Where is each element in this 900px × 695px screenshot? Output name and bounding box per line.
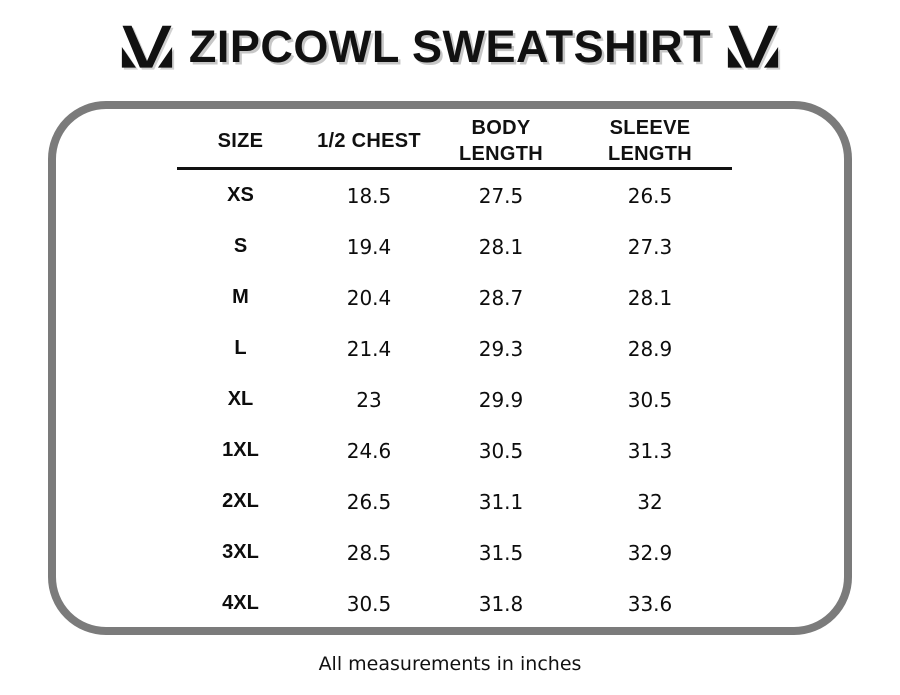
header-line: LENGTH <box>607 143 693 166</box>
cell-sleeve-length: 26.5 <box>627 183 673 208</box>
cell-size: 2XL <box>222 490 259 512</box>
table-header-row: SIZE 1/2 CHEST BODY LENGTH SLEEVE LENGTH <box>177 115 732 167</box>
table-row-3xl: 3XL 28.5 31.5 32.9 <box>177 527 732 578</box>
header-line: SLEEVE <box>609 117 691 139</box>
header-line: LENGTH <box>458 143 544 166</box>
cell-half-chest: 28.5 <box>346 540 392 565</box>
cell-size: L <box>234 337 247 359</box>
cell-body-length: 28.1 <box>478 234 524 259</box>
cell-size: M <box>232 286 249 308</box>
cell-sleeve-length: 27.3 <box>627 234 673 259</box>
table-body: XS 18.5 27.5 26.5 S 19.4 28.1 27.3 M 20.… <box>177 170 732 629</box>
cell-half-chest: 18.5 <box>346 183 392 208</box>
cell-body-length: 30.5 <box>478 438 524 463</box>
header-line: SIZE <box>217 130 264 153</box>
cell-sleeve-length: 32.9 <box>627 540 673 565</box>
cell-body-length: 28.7 <box>478 285 524 310</box>
cell-sleeve-length: 30.5 <box>627 387 673 412</box>
header-line: BODY <box>471 117 531 139</box>
m-monogram-icon <box>118 22 176 72</box>
cell-half-chest: 24.6 <box>346 438 392 463</box>
cell-sleeve-length: 31.3 <box>627 438 673 463</box>
cell-body-length: 27.5 <box>478 183 524 208</box>
table-row-s: S 19.4 28.1 27.3 <box>177 221 732 272</box>
page-title: ZIPCOWL SWEATSHIRT <box>188 21 712 72</box>
cell-size: XS <box>227 184 254 206</box>
cell-size: 4XL <box>222 592 259 614</box>
cell-half-chest: 20.4 <box>346 285 392 310</box>
cell-body-length: 29.3 <box>478 336 524 361</box>
size-table: SIZE 1/2 CHEST BODY LENGTH SLEEVE LENGTH <box>177 115 732 629</box>
table-row-4xl: 4XL 30.5 31.8 33.6 <box>177 578 732 629</box>
header-line: 1/2 CHEST <box>317 130 421 153</box>
size-chart-frame: SIZE 1/2 CHEST BODY LENGTH SLEEVE LENGTH <box>48 101 852 635</box>
cell-half-chest: 30.5 <box>346 591 392 616</box>
table-row-m: M 20.4 28.7 28.1 <box>177 272 732 323</box>
column-header-half-chest: 1/2 CHEST <box>304 128 434 154</box>
cell-sleeve-length: 33.6 <box>627 591 673 616</box>
column-header-size: SIZE <box>177 128 304 154</box>
cell-half-chest: 23 <box>356 387 382 412</box>
cell-size: S <box>233 235 248 257</box>
table-row-xs: XS 18.5 27.5 26.5 <box>177 170 732 221</box>
cell-size: 1XL <box>222 439 259 461</box>
cell-half-chest: 21.4 <box>346 336 392 361</box>
cell-body-length: 31.5 <box>478 540 524 565</box>
table-row-1xl: 1XL 24.6 30.5 31.3 <box>177 425 732 476</box>
table-row-2xl: 2XL 26.5 31.1 32 <box>177 476 732 527</box>
column-header-sleeve-length: SLEEVE LENGTH <box>568 115 732 168</box>
cell-body-length: 31.1 <box>478 489 524 514</box>
cell-sleeve-length: 28.9 <box>627 336 673 361</box>
measurements-note: All measurements in inches <box>318 653 582 675</box>
cell-half-chest: 26.5 <box>346 489 392 514</box>
cell-body-length: 29.9 <box>478 387 524 412</box>
cell-size: 3XL <box>222 541 259 563</box>
table-row-xl: XL 23 29.9 30.5 <box>177 374 732 425</box>
cell-sleeve-length: 28.1 <box>627 285 673 310</box>
m-monogram-icon <box>724 22 782 72</box>
page-header: ZIPCOWL SWEATSHIRT <box>0 8 900 86</box>
cell-sleeve-length: 32 <box>637 489 663 514</box>
header-divider-line <box>177 167 732 170</box>
cell-body-length: 31.8 <box>478 591 524 616</box>
cell-size: XL <box>227 388 254 410</box>
table-row-l: L 21.4 29.3 28.9 <box>177 323 732 374</box>
column-header-body-length: BODY LENGTH <box>434 115 568 168</box>
cell-half-chest: 19.4 <box>346 234 392 259</box>
